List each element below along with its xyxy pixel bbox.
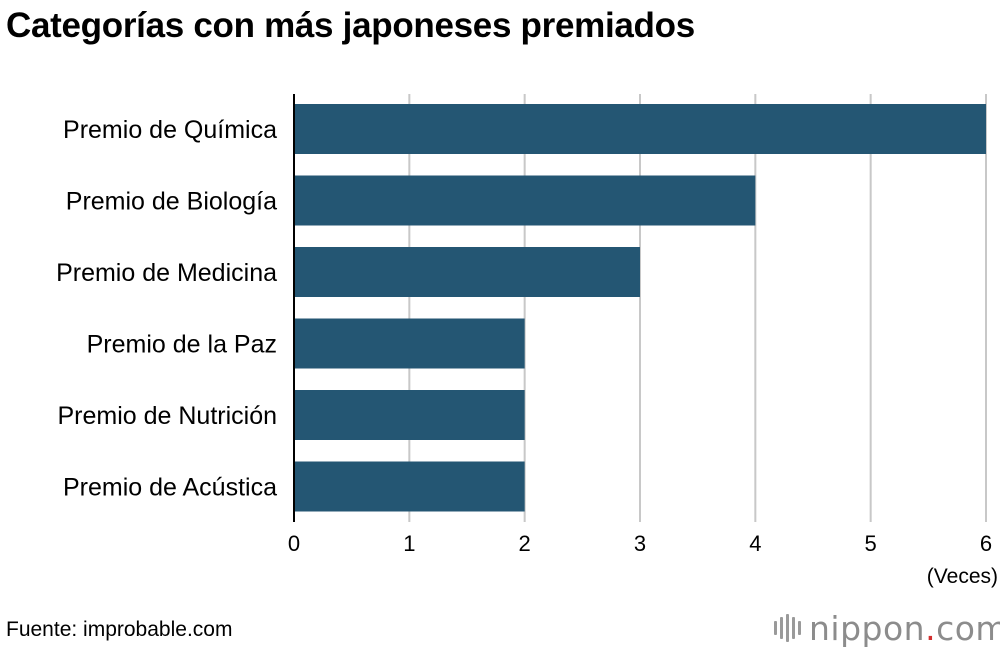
- x-tick-label: 4: [749, 531, 761, 556]
- x-tick-label: 5: [865, 531, 877, 556]
- x-tick-label: 2: [519, 531, 531, 556]
- x-tick-label: 0: [288, 531, 300, 556]
- x-tick-labels: 0 1 2 3 4 5 6: [288, 531, 992, 556]
- category-label: Premio de la Paz: [87, 331, 277, 359]
- chart-title: Categorías con más japoneses premiados: [6, 6, 695, 45]
- category-labels: Premio de Química Premio de Biología Premi…: [56, 116, 277, 502]
- bar: [294, 175, 756, 226]
- category-label: Premio de Biología: [66, 188, 277, 216]
- category-label: Premio de Nutrición: [57, 402, 277, 430]
- bar: [294, 461, 525, 512]
- bar: [294, 390, 525, 440]
- x-tick-label: 6: [980, 531, 992, 556]
- nippon-logo: nippon.com: [774, 608, 1000, 648]
- logo-text: nippon.com: [809, 608, 1000, 648]
- category-label: Premio de Acústica: [63, 474, 277, 502]
- grid-lines: [408, 94, 987, 522]
- x-tick-label: 1: [403, 531, 415, 556]
- category-label: Premio de Medicina: [56, 259, 277, 287]
- logo-mark-icon: [774, 614, 801, 642]
- bar: [294, 318, 525, 369]
- x-axis-unit-label: (Veces): [927, 565, 998, 588]
- category-label: Premio de Química: [63, 116, 277, 144]
- bars: [293, 94, 986, 522]
- bar: [294, 104, 986, 154]
- bar: [294, 247, 640, 297]
- source-note: Fuente: improbable.com: [6, 618, 233, 641]
- x-tick-label: 3: [634, 531, 646, 556]
